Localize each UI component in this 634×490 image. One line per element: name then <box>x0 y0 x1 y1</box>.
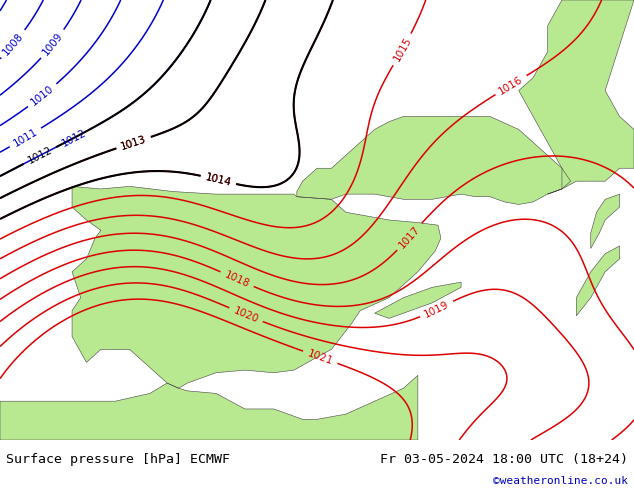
Polygon shape <box>0 375 418 440</box>
Text: 1014: 1014 <box>204 172 233 188</box>
Text: Surface pressure [hPa] ECMWF: Surface pressure [hPa] ECMWF <box>6 452 230 466</box>
Text: 1014: 1014 <box>204 172 233 188</box>
Text: 1013: 1013 <box>119 134 148 151</box>
Text: 1018: 1018 <box>223 270 251 289</box>
Polygon shape <box>591 194 619 248</box>
Polygon shape <box>519 0 634 194</box>
Text: 1011: 1011 <box>11 126 39 148</box>
Text: 1021: 1021 <box>306 348 334 367</box>
Text: 1008: 1008 <box>1 31 26 57</box>
Text: 1013: 1013 <box>119 134 148 151</box>
Polygon shape <box>576 246 619 316</box>
Text: 1017: 1017 <box>397 223 422 250</box>
Text: 1020: 1020 <box>232 305 260 324</box>
Text: 1009: 1009 <box>41 31 65 57</box>
Polygon shape <box>297 117 571 204</box>
Text: 1012: 1012 <box>60 127 88 148</box>
Text: 1012: 1012 <box>26 145 54 166</box>
Text: ©weatheronline.co.uk: ©weatheronline.co.uk <box>493 476 628 486</box>
Polygon shape <box>72 186 441 388</box>
Text: 1010: 1010 <box>29 83 56 108</box>
Text: Fr 03-05-2024 18:00 UTC (18+24): Fr 03-05-2024 18:00 UTC (18+24) <box>380 452 628 466</box>
Polygon shape <box>375 282 461 318</box>
Text: 1019: 1019 <box>423 299 451 319</box>
Text: 1016: 1016 <box>497 74 525 96</box>
Text: 1015: 1015 <box>391 36 413 63</box>
